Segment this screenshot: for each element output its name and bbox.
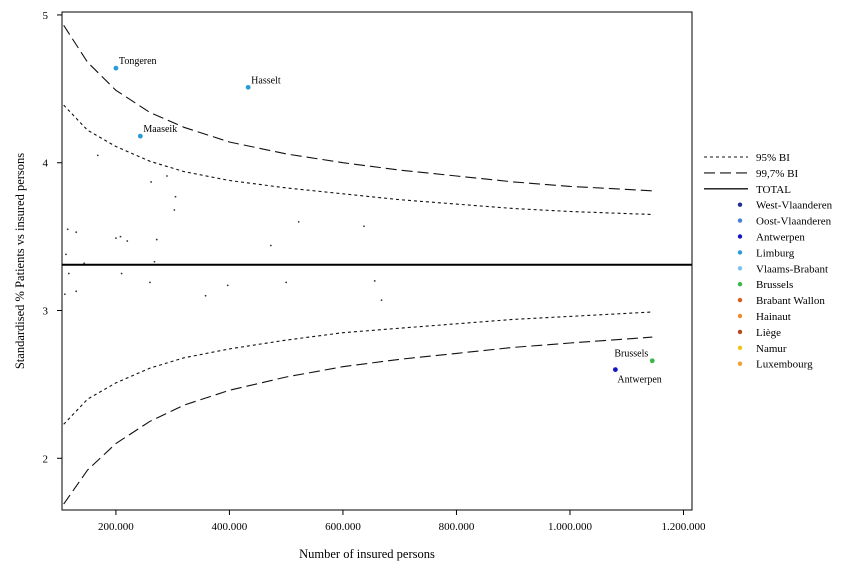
data-point: [119, 235, 122, 238]
data-point: [120, 272, 123, 275]
x-axis-title: Number of insured persons: [299, 547, 435, 561]
legend-marker: [737, 345, 743, 350]
legend-entry: Brabant Wallon: [737, 295, 825, 307]
legend-label: Oost-Vlaanderen: [756, 216, 832, 228]
legend-marker: [737, 313, 743, 319]
y-tick-label: 5: [43, 10, 49, 22]
data-point: [137, 133, 143, 139]
data-point: [269, 244, 272, 247]
legend-label: Brabant Wallon: [756, 295, 825, 307]
legend-label: Hainaut: [756, 311, 791, 323]
legend-entry: Limburg: [737, 247, 795, 259]
95-bi-lower-limit: [63, 311, 653, 425]
x-tick-label: 800.000: [439, 521, 475, 533]
data-point: [75, 290, 78, 293]
data-point: [297, 220, 300, 223]
data-point: [226, 284, 229, 287]
legend-label: Brussels: [756, 279, 793, 291]
legend-entry: Brussels: [737, 279, 793, 291]
legend-entry: Hainaut: [737, 311, 791, 323]
data-point: [204, 294, 207, 297]
legend-marker: [737, 202, 743, 207]
x-tick-label: 1.200.000: [661, 521, 706, 533]
data-point: [153, 260, 156, 263]
legend-label: TOTAL: [756, 184, 791, 196]
data-point: [83, 262, 86, 265]
legend-marker: [737, 250, 743, 255]
y-tick-label: 3: [43, 306, 49, 318]
legend-marker: [737, 234, 743, 239]
data-point: [75, 231, 78, 234]
data-point: [612, 367, 618, 373]
data-point: [96, 154, 99, 157]
data-point: [649, 358, 655, 364]
data-point: [173, 209, 176, 211]
legend-entry: Liège: [737, 327, 781, 339]
point-label: Brussels: [614, 349, 648, 360]
data-point: [245, 84, 251, 90]
data-point: [149, 281, 151, 284]
legend-entry: Oost-Vlaanderen: [737, 216, 832, 228]
997-bi-upper-limit: [63, 25, 653, 192]
legend-marker: [737, 218, 743, 223]
legend-marker: [737, 329, 743, 335]
data-point: [65, 253, 67, 256]
data-point: [373, 280, 376, 282]
legend-label: West-Vlaanderen: [756, 200, 833, 212]
data-point: [66, 228, 69, 231]
data-point: [67, 272, 70, 275]
95-bi-upper-limit: [63, 104, 653, 216]
x-tick-label: 1.000.000: [548, 521, 593, 533]
data-point: [285, 281, 288, 284]
point-label: Tongeren: [119, 56, 157, 67]
y-tick-label: 2: [43, 453, 49, 465]
legend-marker: [737, 297, 743, 303]
axes-layer: 200.000 400.000 600.000 800.000 1.000.000 1.2…: [13, 10, 706, 561]
plot-frame: [61, 11, 693, 511]
data-point: [63, 293, 66, 296]
data-point: [380, 299, 383, 302]
legend-label: Luxembourg: [756, 359, 813, 371]
data-point: [126, 240, 129, 242]
legend-entry: TOTAL: [704, 184, 791, 196]
legend-label: 95% BI: [756, 152, 790, 164]
data-point: [113, 65, 119, 71]
legend-entry: 99,7% BI: [704, 168, 799, 180]
plot-layer: Tongeren Hasselt Maaseik Brussels Antwerpen: [62, 25, 692, 505]
y-tick-label: 4: [43, 158, 49, 170]
legend-marker: [737, 266, 743, 271]
x-tick-label: 200.000: [98, 521, 134, 533]
legend-entry: Vlaams-Brabant: [737, 263, 828, 275]
x-tick-label: 600.000: [325, 521, 361, 533]
legend-entry: Luxembourg: [737, 359, 813, 371]
legend-entry: West-Vlaanderen: [737, 200, 833, 212]
legend-label: Liège: [756, 327, 781, 339]
legend: 95% BI 99,7% BI TOTAL West-Vlaanderen Oost-V…: [704, 152, 833, 371]
legend-entry: Antwerpen: [737, 232, 805, 244]
legend-marker: [737, 282, 743, 287]
data-point: [174, 195, 177, 198]
point-label: Maaseik: [143, 124, 177, 135]
data-point: [115, 237, 117, 239]
legend-entry: Namur: [737, 343, 787, 355]
legend-marker: [737, 361, 743, 366]
997-bi-lower-limit: [63, 336, 653, 505]
x-tick-label: 400.000: [212, 521, 248, 533]
data-point: [166, 175, 168, 177]
legend-label: Antwerpen: [756, 232, 805, 244]
data-point: [155, 238, 158, 241]
point-label: Antwerpen: [617, 375, 661, 386]
data-point: [150, 181, 153, 183]
legend-label: Vlaams-Brabant: [756, 263, 828, 275]
legend-label: Namur: [756, 343, 787, 355]
y-axis-title: Standardised % Patients vs insured perso…: [13, 153, 27, 369]
data-point: [363, 225, 365, 228]
legend-entry: 95% BI: [704, 152, 790, 164]
legend-label: 99,7% BI: [756, 168, 799, 180]
point-label: Hasselt: [251, 75, 281, 86]
legend-label: Limburg: [756, 247, 795, 259]
